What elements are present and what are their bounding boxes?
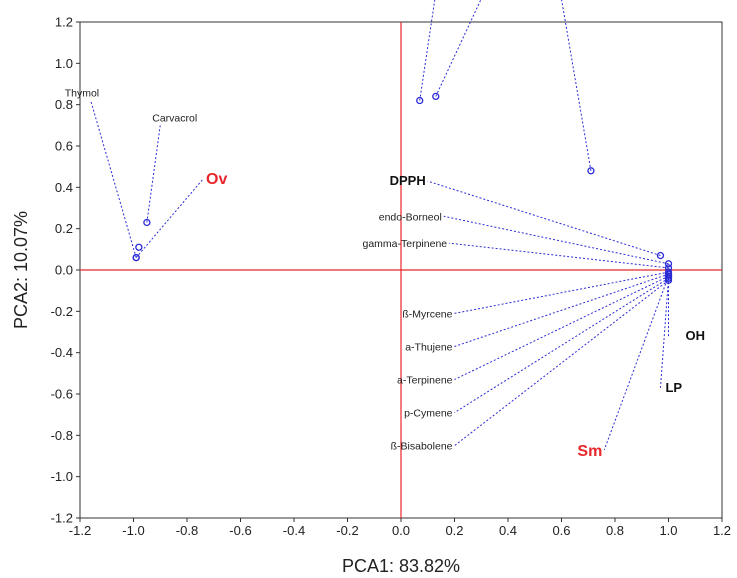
x-tick-label: -0.6 — [229, 523, 251, 538]
leader-line — [454, 279, 669, 447]
leader-line — [443, 215, 669, 265]
point-label: DPPH — [390, 173, 426, 188]
point-label: p-Cymene — [404, 408, 453, 420]
data-point — [587, 167, 595, 175]
data-point — [132, 253, 140, 262]
y-tick-label: 0.2 — [55, 221, 73, 236]
data-points — [132, 92, 673, 284]
point-label: ß-Myrcene — [402, 308, 452, 320]
x-tick-label: 0.4 — [499, 523, 517, 538]
leader-line — [454, 273, 669, 347]
x-tick-label: 0.2 — [445, 523, 463, 538]
point-label: Thymol — [65, 88, 99, 100]
point-label: Carvacrol — [152, 112, 197, 124]
point-label: endo-Borneol — [379, 211, 442, 223]
x-tick-label: -0.8 — [176, 523, 198, 538]
data-point — [664, 260, 673, 268]
leader-line — [603, 276, 669, 450]
leader-line — [427, 180, 661, 257]
y-axis-title: PCA2: 10.07% — [11, 211, 31, 329]
leader-line — [135, 178, 204, 258]
point-label: ß-Bisabolene — [391, 441, 453, 453]
y-tick-label: -1.0 — [51, 469, 73, 484]
point-label: gamma-Terpinene — [363, 238, 448, 250]
leader-line — [561, 0, 592, 171]
leader-line — [454, 277, 669, 414]
y-tick-label: 0.0 — [55, 263, 73, 278]
x-tick-label: -0.4 — [283, 523, 305, 538]
y-tick-label: -0.4 — [51, 345, 73, 360]
x-tick-label: 0.6 — [552, 523, 570, 538]
point-label: Ov — [206, 171, 227, 188]
point-label: LP — [665, 380, 682, 395]
x-tick-label: -1.2 — [69, 523, 91, 538]
x-tick-label: -0.2 — [336, 523, 358, 538]
y-tick-label: -0.8 — [51, 428, 73, 443]
point-label: OH — [686, 328, 706, 343]
leader-line — [449, 242, 669, 269]
leader-line — [659, 278, 669, 388]
x-tick-label: -1.0 — [122, 523, 144, 538]
data-point — [664, 272, 673, 280]
y-tick-label: 1.2 — [55, 15, 73, 30]
x-tick-label: 0.8 — [606, 523, 624, 538]
leader-lines — [90, 0, 669, 450]
point-label: a-Terpinene — [397, 375, 453, 387]
y-tick-label: 1.0 — [55, 56, 73, 71]
leader-line — [90, 100, 137, 258]
y-tick-label: -1.2 — [51, 511, 73, 526]
x-tick-label: 1.0 — [659, 523, 677, 538]
x-axis-title: PCA1: 83.82% — [342, 556, 460, 576]
y-tick-label: -0.6 — [51, 387, 73, 402]
data-point — [135, 243, 143, 251]
leader-line — [435, 0, 482, 97]
leader-line — [454, 271, 669, 314]
reference-lines — [80, 22, 722, 518]
point-labels: ThymolCarvacrolOvFRAPNOtrans-ß-Caryophyl… — [65, 88, 706, 460]
y-tick-label: 0.8 — [55, 97, 73, 112]
x-tick-label: 1.2 — [713, 523, 731, 538]
data-point — [143, 218, 151, 227]
data-point — [416, 96, 424, 105]
y-tick-label: -0.2 — [51, 304, 73, 319]
data-point — [432, 92, 440, 101]
y-tick-label: 0.6 — [55, 139, 73, 154]
leader-line — [419, 0, 436, 101]
leader-line — [146, 125, 161, 223]
point-label: a-Thujene — [405, 341, 452, 353]
x-tick-label: 0.0 — [392, 523, 410, 538]
y-tick-label: 0.4 — [55, 180, 73, 195]
data-point — [656, 251, 665, 260]
axis-ticks: -1.2 -1.0 -0.8 -0.6 -0.4 -0.2 0.0 0.2 0.4 0.6 0.8 1… — [51, 15, 731, 539]
point-label: Sm — [577, 443, 602, 460]
